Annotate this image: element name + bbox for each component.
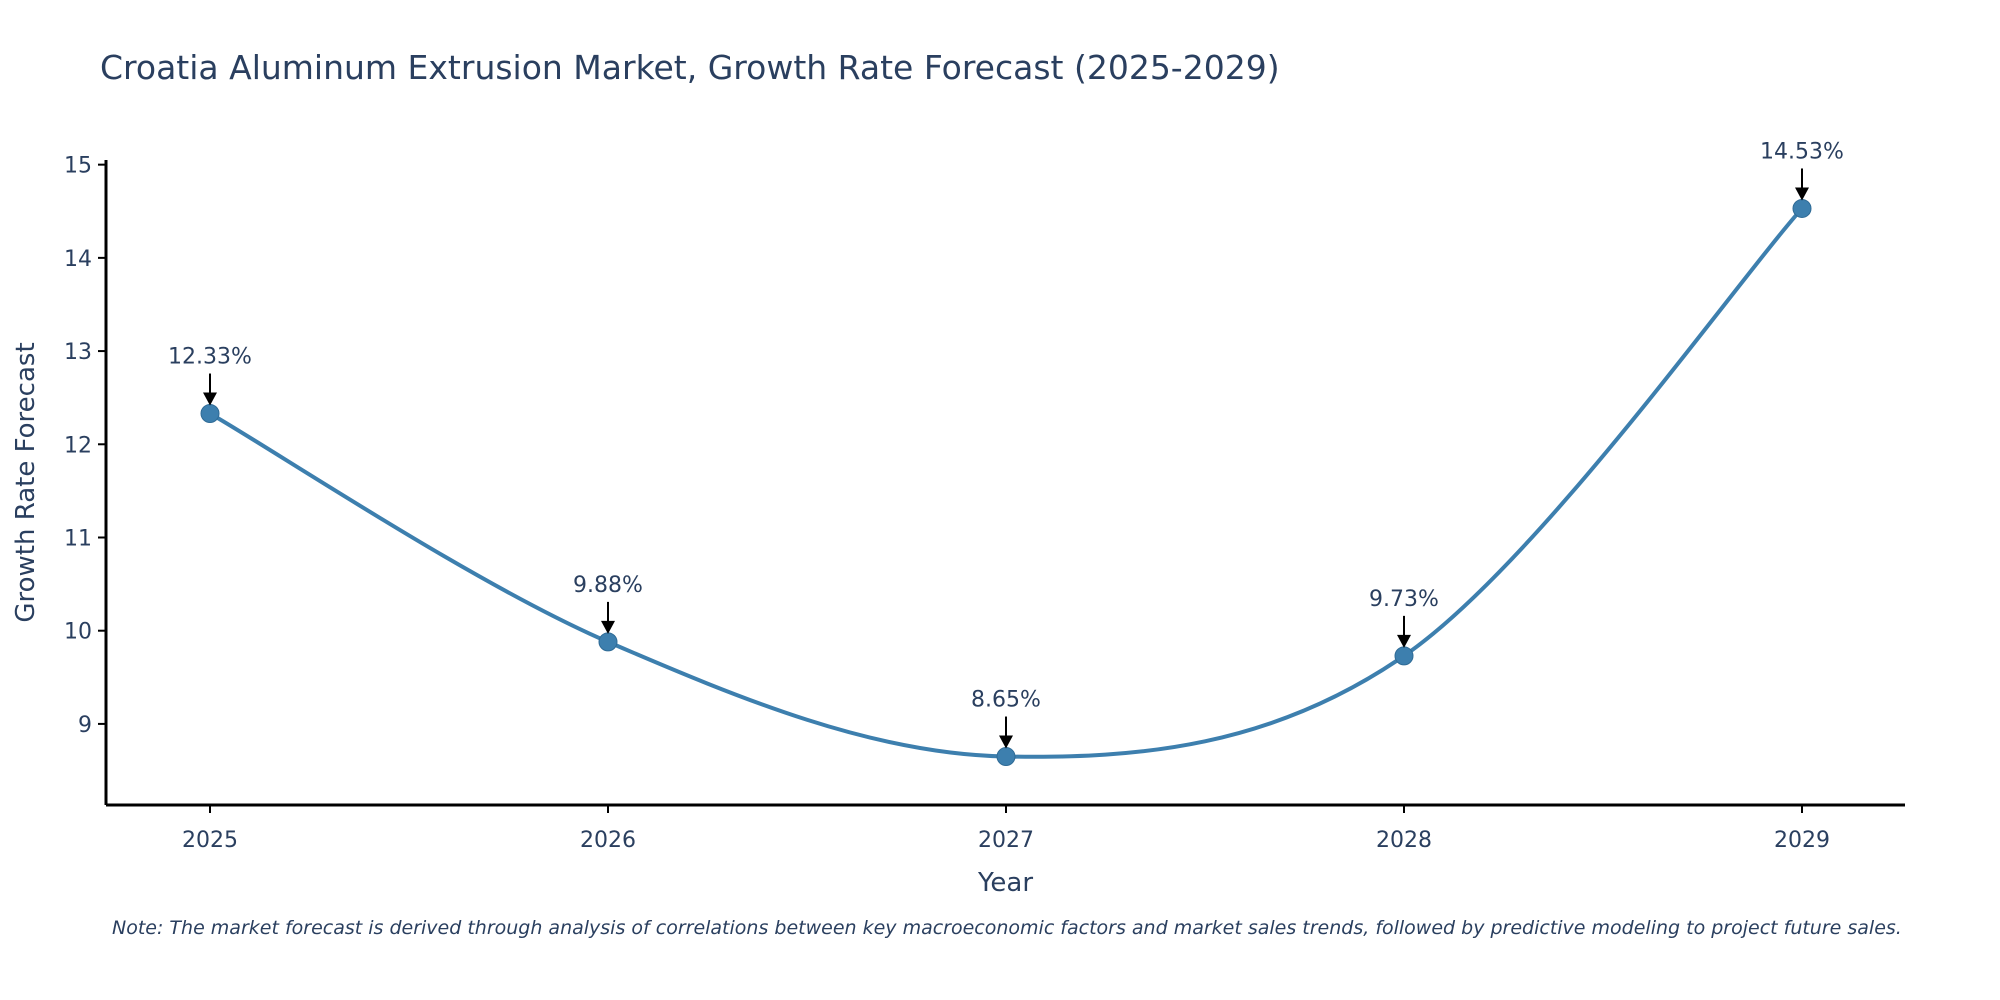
chart-title: Croatia Aluminum Extrusion Market, Growt… — [100, 48, 1280, 87]
data-label: 8.65% — [971, 688, 1041, 713]
x-tick-label: 2028 — [1376, 828, 1432, 853]
data-point-marker — [200, 404, 220, 424]
series-markers — [200, 198, 1812, 767]
data-point-marker — [1394, 646, 1414, 666]
data-label: 14.53% — [1760, 139, 1844, 164]
y-tick-label: 11 — [64, 526, 92, 551]
data-point-marker — [1792, 198, 1812, 218]
x-tick-label: 2026 — [580, 828, 636, 853]
y-tick-label: 15 — [64, 154, 92, 179]
data-point-marker — [996, 747, 1016, 767]
y-tick-label: 9 — [78, 713, 92, 738]
x-axis-ticks: 2025 2026 2027 2028 2029 — [182, 805, 1830, 853]
data-label: 12.33% — [168, 345, 252, 370]
data-point-marker — [598, 632, 618, 652]
x-tick-label: 2029 — [1774, 828, 1830, 853]
y-tick-label: 12 — [64, 433, 92, 458]
annotation-arrow-head — [1397, 634, 1411, 648]
x-tick-label: 2025 — [182, 828, 238, 853]
data-label: 9.73% — [1369, 587, 1439, 612]
y-tick-label: 14 — [64, 247, 92, 272]
y-tick-label: 10 — [64, 620, 92, 645]
y-axis-ticks: 9 10 11 12 13 14 15 — [64, 154, 106, 738]
x-tick-label: 2027 — [978, 828, 1034, 853]
series-line — [209, 207, 1804, 759]
annotation-arrow-head — [999, 735, 1013, 749]
y-axis-title: Growth Rate Forecast — [11, 342, 41, 622]
annotation-arrow-head — [203, 392, 217, 406]
y-tick-label: 13 — [64, 340, 92, 365]
annotation-arrow-head — [1795, 187, 1809, 201]
footnote: Note: The market forecast is derived thr… — [112, 917, 1902, 939]
data-label-annotations: 12.33% 9.88% 8.65% 9.73% 14.53% — [168, 139, 1844, 749]
annotation-arrow-head — [601, 620, 615, 634]
data-label: 9.88% — [573, 573, 643, 598]
x-axis-title: Year — [977, 868, 1033, 898]
